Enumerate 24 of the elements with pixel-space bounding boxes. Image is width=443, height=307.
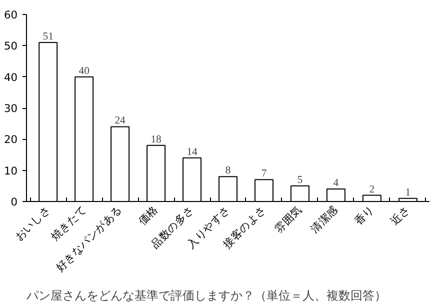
x-tick-label: 雰囲気 <box>272 202 305 236</box>
data-label: 4 <box>333 178 340 190</box>
x-tick-label: 清潔感 <box>308 202 341 236</box>
y-tick-label: 40 <box>4 70 18 84</box>
data-label: 1 <box>405 187 411 198</box>
x-tick-label: 香り <box>352 202 377 228</box>
y-tick-label: 0 <box>10 196 18 208</box>
text: パン屋さんをどんな基準で評価しますか？（単位＝人、複数回答） <box>26 288 386 302</box>
data-label: 8 <box>225 166 231 177</box>
y-tick-label: 50 <box>4 40 18 53</box>
data-label: 14 <box>186 146 198 158</box>
data-label: 5 <box>297 174 303 186</box>
data-label: 24 <box>114 116 126 127</box>
y-tick-label: 60 <box>4 8 18 22</box>
y-tick-label: 20 <box>4 133 18 146</box>
y-tick-label: 10 <box>4 164 18 178</box>
y-tick-label: 30 <box>4 102 18 115</box>
x-tick-label: 近さ <box>388 202 413 228</box>
data-label: 2 <box>369 184 375 196</box>
x-tick-label: 価格 <box>136 202 161 228</box>
data-label: 18 <box>150 134 162 146</box>
data-label: 7 <box>261 168 268 180</box>
data-label: 51 <box>42 32 54 43</box>
data-label: 40 <box>78 66 90 77</box>
